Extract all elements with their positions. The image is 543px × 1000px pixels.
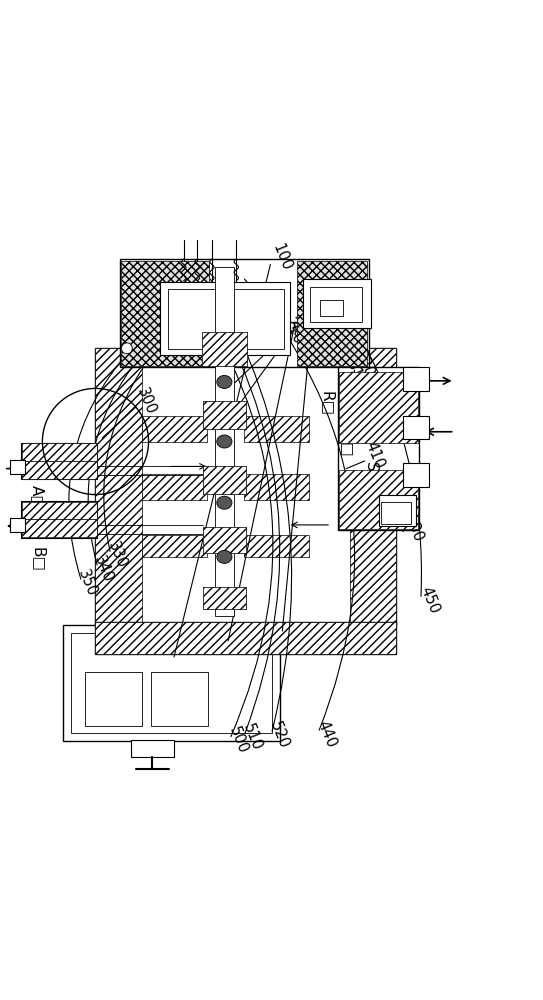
Text: 420: 420 (394, 485, 418, 517)
Text: 430: 430 (401, 512, 426, 544)
Bar (350, 348, 396, 625)
Text: 510: 510 (240, 721, 264, 753)
Bar (120, 259, 369, 367)
Text: 100: 100 (270, 242, 294, 273)
Bar (22, 443, 97, 461)
Bar (22, 502, 97, 519)
Bar (71, 633, 272, 733)
Bar (203, 527, 246, 553)
Bar (142, 535, 206, 557)
Bar (311, 287, 362, 322)
Bar (96, 348, 142, 625)
Bar (131, 740, 174, 757)
Bar (403, 416, 429, 439)
Text: 200: 200 (294, 301, 319, 333)
Text: 500: 500 (226, 725, 250, 756)
Ellipse shape (217, 375, 232, 388)
Circle shape (122, 343, 132, 354)
Bar (21, 443, 97, 479)
Text: 300: 300 (134, 386, 158, 417)
Bar (339, 372, 418, 443)
Bar (244, 474, 310, 500)
Bar (244, 535, 310, 557)
Bar (96, 622, 396, 654)
Text: 350: 350 (75, 568, 99, 599)
Bar (214, 267, 234, 616)
Text: 310: 310 (343, 359, 368, 390)
Bar (298, 261, 367, 366)
Text: 340: 340 (91, 554, 116, 585)
Text: 220: 220 (311, 308, 335, 340)
Bar (203, 466, 246, 494)
Bar (161, 282, 291, 355)
Bar (22, 461, 97, 479)
Bar (244, 416, 310, 442)
Bar (381, 502, 411, 524)
Bar (167, 289, 284, 349)
Bar (201, 332, 247, 366)
Bar (203, 466, 246, 494)
Bar (320, 300, 343, 316)
Bar (201, 332, 247, 366)
Text: R□: R□ (319, 391, 334, 416)
Text: 210: 210 (281, 315, 305, 347)
Bar (22, 519, 97, 537)
Bar (142, 416, 206, 442)
Ellipse shape (217, 435, 232, 448)
Bar (203, 401, 246, 429)
Bar (339, 470, 418, 529)
Bar (338, 367, 419, 530)
Text: 520: 520 (267, 720, 292, 751)
Bar (10, 518, 24, 532)
Bar (203, 587, 246, 609)
Bar (96, 622, 396, 654)
Text: A□: A□ (30, 485, 45, 510)
Text: P□: P□ (339, 434, 353, 458)
Text: 320: 320 (352, 349, 377, 380)
Bar (85, 672, 142, 726)
Bar (378, 495, 415, 526)
Bar (121, 261, 209, 366)
Text: B□: B□ (30, 547, 45, 572)
Bar (203, 401, 246, 429)
Bar (403, 463, 429, 487)
Text: 440: 440 (314, 718, 339, 750)
Bar (142, 474, 206, 500)
Ellipse shape (217, 550, 232, 563)
Text: 330: 330 (105, 540, 129, 571)
Bar (303, 279, 371, 328)
Bar (203, 587, 246, 609)
Bar (403, 367, 429, 391)
Bar (21, 501, 97, 538)
Text: 400: 400 (285, 317, 310, 349)
Text: 410: 410 (362, 440, 387, 471)
Bar (63, 625, 280, 741)
Ellipse shape (217, 496, 232, 509)
Bar (151, 672, 208, 726)
Bar (96, 348, 396, 625)
Text: S□: S□ (364, 462, 379, 486)
Bar (203, 527, 246, 553)
Bar (10, 460, 24, 474)
Text: 450: 450 (418, 584, 442, 616)
